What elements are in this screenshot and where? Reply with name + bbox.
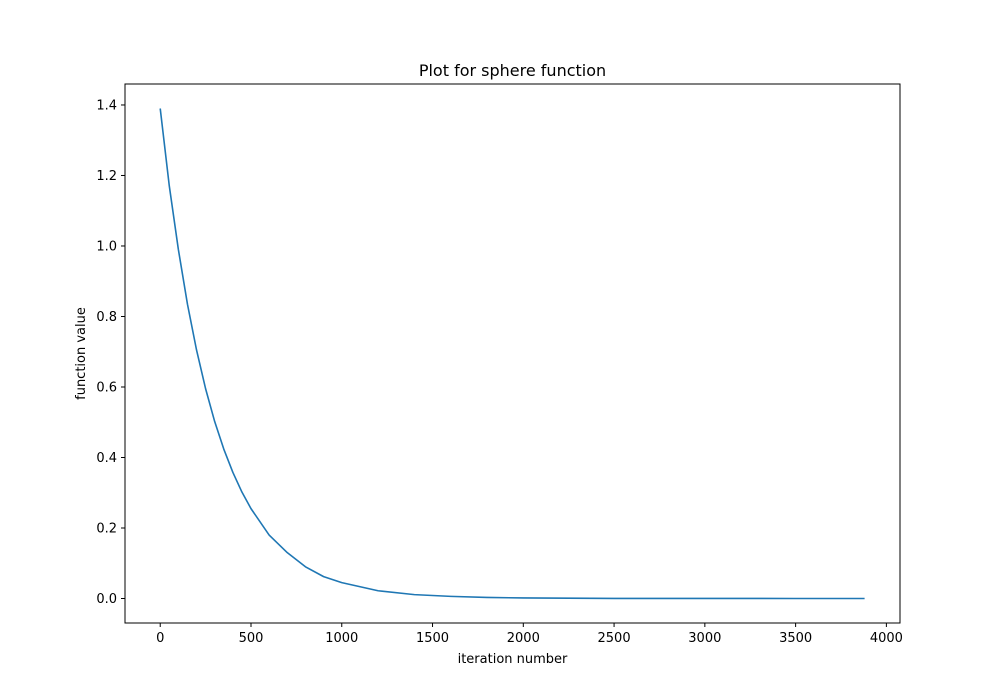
x-tick-label: 4000 xyxy=(870,631,903,646)
x-tick-label: 3500 xyxy=(779,631,812,646)
x-tick-label: 3000 xyxy=(688,631,721,646)
x-tick-label: 0 xyxy=(156,631,164,646)
y-tick-label: 1.2 xyxy=(96,169,117,184)
x-axis: 0 500 1000 1500 2000 2500 3000 3500 4000 xyxy=(156,623,903,646)
chart-title: Plot for sphere function xyxy=(419,61,606,80)
x-tick-label: 2500 xyxy=(598,631,631,646)
x-tick-label: 1500 xyxy=(416,631,449,646)
x-tick-label: 2000 xyxy=(507,631,540,646)
y-axis-label: function value xyxy=(74,307,89,400)
y-tick-label: 0.6 xyxy=(96,380,117,395)
plot-area xyxy=(159,108,865,600)
plot-frame xyxy=(124,83,901,624)
y-axis: 0.0 0.2 0.4 0.6 0.8 1.0 1.2 1.4 xyxy=(96,98,125,607)
x-axis-label: iteration number xyxy=(458,652,568,667)
series-line-0 xyxy=(159,108,865,600)
x-tick-label: 500 xyxy=(239,631,264,646)
y-tick-label: 1.4 xyxy=(96,98,117,113)
y-tick-label: 1.0 xyxy=(96,239,117,254)
y-tick-label: 0.4 xyxy=(96,451,117,466)
y-tick-label: 0.8 xyxy=(96,310,117,325)
y-tick-label: 0.2 xyxy=(96,521,117,536)
x-tick-label: 1000 xyxy=(325,631,358,646)
y-tick-label: 0.0 xyxy=(96,592,117,607)
